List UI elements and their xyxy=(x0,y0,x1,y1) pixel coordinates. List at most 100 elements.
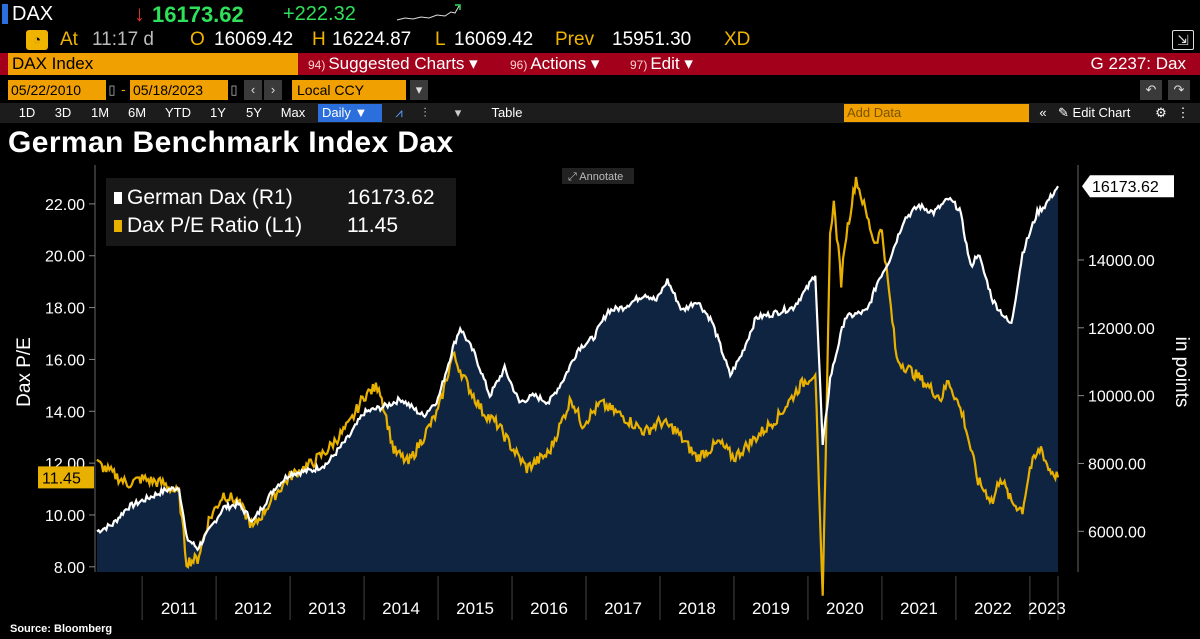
more-icon[interactable]: ⋮ xyxy=(1176,105,1190,120)
right-tick-label: 12000.00 xyxy=(1088,321,1155,338)
menu-bar: DAX Index 94) Suggested Charts ▾ 96) Actio… xyxy=(0,53,1200,75)
edit-chart-button[interactable]: ✎ Edit Chart xyxy=(1058,104,1130,122)
legend-label: Dax P/E Ratio (L1) xyxy=(127,214,302,237)
start-calendar-icon[interactable]: ▯ xyxy=(106,80,118,100)
start-date-input[interactable]: 05/22/2010 xyxy=(8,80,106,100)
x-tick-label: 2022 xyxy=(974,599,1012,618)
add-data-input[interactable]: Add Data xyxy=(844,104,1029,122)
right-tick-label: 6000.00 xyxy=(1088,524,1146,541)
left-axis-title: Dax P/E xyxy=(14,337,35,407)
undo-icon[interactable]: ↶ xyxy=(1140,80,1162,100)
down-arrow-icon: ↓ xyxy=(134,1,145,26)
end-calendar-icon[interactable]: ▯ xyxy=(228,80,240,100)
low-label: L xyxy=(435,29,446,50)
quote-bar: ◔ At 11:17 d O 16069.42 H 16224.87 L 160… xyxy=(0,28,1200,52)
annotate-button xyxy=(562,168,634,184)
period-max[interactable]: Max xyxy=(280,105,306,120)
date-separator: - xyxy=(121,81,126,97)
end-date-input[interactable]: 05/18/2023 xyxy=(130,80,228,100)
left-tick-label: 10.00 xyxy=(45,508,85,525)
high-value: 16224.87 xyxy=(332,29,412,50)
settings-icon[interactable]: ⚙ xyxy=(1155,105,1167,120)
x-tick-label: 2020 xyxy=(826,599,864,618)
table-button[interactable]: Table xyxy=(491,105,523,120)
x-tick-label: 2015 xyxy=(456,599,494,618)
security-field[interactable]: DAX Index xyxy=(8,53,298,75)
period-1d[interactable]: 1D xyxy=(18,105,36,120)
x-tick-label: 2012 xyxy=(234,599,272,618)
left-tick-label: 20.00 xyxy=(45,249,85,266)
edit-number: 97) xyxy=(630,58,648,72)
prev-label: Prev xyxy=(555,29,595,50)
right-axis-title: in points xyxy=(1171,337,1192,408)
pe-ratio-line xyxy=(96,176,1060,596)
dax-chart[interactable]: 2011 2012 2013 2014 2015 2016 2017 2018 2019 2020… xyxy=(0,160,1200,623)
open-label: O xyxy=(190,29,205,50)
x-tick-label: 2011 xyxy=(161,599,198,618)
suggested-charts-number: 94) xyxy=(308,58,326,72)
currency-select[interactable]: Local CCY xyxy=(292,80,406,100)
period-1m[interactable]: 1M xyxy=(90,105,110,120)
period-3d[interactable]: 3D xyxy=(54,105,72,120)
bar-chart-icon[interactable]: ⫶ xyxy=(423,105,427,120)
prev-value: 15951.30 xyxy=(612,29,692,50)
right-tick-label: 10000.00 xyxy=(1088,389,1155,406)
collapse-icon[interactable]: « xyxy=(1039,105,1047,120)
dax-last-value: 16173.62 xyxy=(1092,179,1159,196)
toolbar: 1D 3D 1M 6M YTD 1Y 5Y Max Daily ▼ ⩘ ⫶ ▾ … xyxy=(0,103,1200,123)
frequency-select[interactable]: Daily ▼ xyxy=(318,104,382,122)
open-value: 16069.42 xyxy=(214,29,294,50)
period-ytd[interactable]: YTD xyxy=(165,105,191,120)
ticker-bar: DAX ↓ 16173.62 +222.32 xyxy=(0,0,1200,28)
x-tick-label: 2019 xyxy=(752,599,790,618)
dax-last-value-tag xyxy=(1082,175,1174,198)
left-tick-label: 16.00 xyxy=(45,352,85,369)
x-tick-label: 2016 xyxy=(530,599,568,618)
legend-box xyxy=(106,178,456,246)
x-tick-label: 2013 xyxy=(308,599,346,618)
right-tick-label: 14000.00 xyxy=(1088,253,1155,270)
legend-value: 11.45 xyxy=(347,214,398,237)
legend-swatch xyxy=(114,220,122,232)
sparkline-icon xyxy=(396,4,461,21)
redo-icon[interactable]: ↷ xyxy=(1168,80,1190,100)
ticker-symbol[interactable]: DAX xyxy=(12,3,54,25)
left-tick-label: 18.00 xyxy=(45,301,85,318)
last-price: 16173.62 xyxy=(152,2,244,27)
pe-last-value-tag xyxy=(38,466,94,489)
edit-label: Edit ▾ xyxy=(650,54,693,73)
left-tick-label: 14.00 xyxy=(45,404,85,421)
left-tick-label: 22.00 xyxy=(45,197,85,214)
source-note: Source: Bloomberg xyxy=(10,623,113,635)
edit-menu[interactable]: 97) Edit ▾ xyxy=(630,53,693,75)
net-change: +222.32 xyxy=(283,3,356,25)
currency-dropdown-icon[interactable]: ▾ xyxy=(410,80,428,100)
low-value: 16069.42 xyxy=(454,29,534,50)
edit-chart-label: Edit Chart xyxy=(1072,105,1131,120)
line-chart-icon[interactable]: ⩘ xyxy=(395,105,403,120)
dax-line xyxy=(96,185,1059,552)
chart-title: German Benchmark Index Dax xyxy=(8,126,454,159)
quote-time: 11:17 d xyxy=(92,29,154,50)
period-1y[interactable]: 1Y xyxy=(210,105,226,120)
chart-type-dropdown-icon[interactable]: ▾ xyxy=(454,105,462,120)
period-5y[interactable]: 5Y xyxy=(246,105,262,120)
security-marker xyxy=(2,4,8,24)
x-tick-label: 2021 xyxy=(900,599,938,618)
left-tick-label: 8.00 xyxy=(54,560,85,577)
prev-period-button[interactable]: ‹ xyxy=(244,80,262,100)
suggested-charts-menu[interactable]: 94) Suggested Charts ▾ xyxy=(308,53,478,75)
next-period-button[interactable]: › xyxy=(264,80,282,100)
high-label: H xyxy=(312,29,326,50)
suggested-charts-label: Suggested Charts ▾ xyxy=(328,54,478,73)
exchange-code: XD xyxy=(724,29,751,50)
x-tick-label: 2017 xyxy=(604,599,642,618)
actions-label: Actions ▾ xyxy=(530,54,600,73)
period-6m[interactable]: 6M xyxy=(127,105,147,120)
x-tick-label: 2014 xyxy=(382,599,420,618)
actions-menu[interactable]: 96) Actions ▾ xyxy=(510,53,599,75)
export-icon[interactable]: ⇲ xyxy=(1172,30,1194,50)
actions-number: 96) xyxy=(510,58,528,72)
right-tick-label: 8000.00 xyxy=(1088,456,1146,473)
date-range-bar: 05/22/2010 ▯ - 05/18/2023 ▯ ‹ › Local CC… xyxy=(0,80,1200,102)
